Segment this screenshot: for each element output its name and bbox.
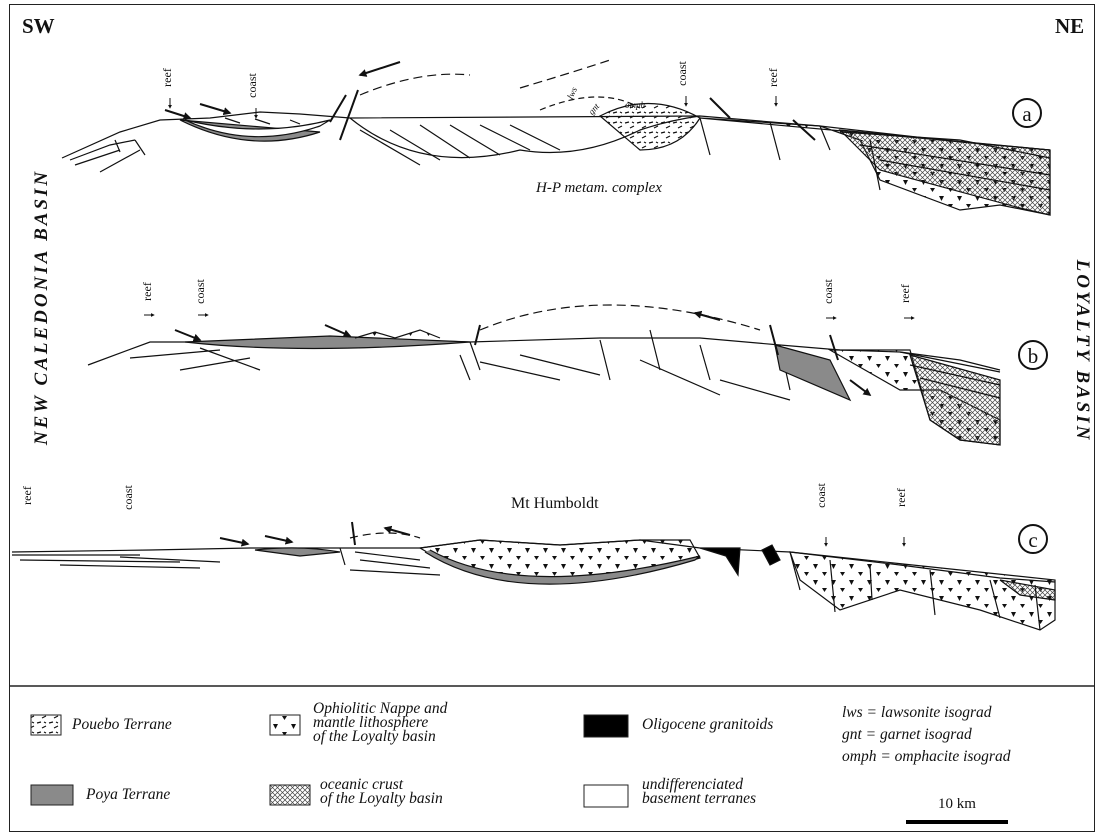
omph-label: omph — [625, 100, 645, 110]
section-a-marker: a — [1012, 98, 1042, 128]
oceanic-crust-c — [999, 579, 1056, 601]
ophiolite-swatch — [269, 714, 301, 736]
reef-right-a: reef — [765, 68, 780, 87]
coast-right-a: coast — [674, 61, 689, 86]
coast-left-b: coast — [192, 279, 207, 304]
legend-poya-label: Poya Terrane — [86, 786, 171, 803]
hp-complex-label: H-P metam. complex — [536, 180, 662, 196]
section-b-marker: b — [1018, 340, 1048, 370]
figure-frame — [9, 4, 1095, 832]
abbrev-lws: lws = lawsonite isograd — [842, 704, 992, 721]
reef-left-b: reef — [139, 282, 154, 301]
section-b — [87, 304, 1001, 446]
poya-swatch — [30, 784, 74, 806]
reef-right-b: reef — [897, 284, 912, 303]
oceanic-crust-b — [909, 354, 1001, 446]
section-c-marker: c — [1018, 524, 1048, 554]
new-caledonia-basin-label: NEW CALEDONIA BASIN — [31, 168, 52, 446]
legend-ophiolite-label: Ophiolitic Nappe and mantle lithosphere … — [313, 700, 448, 745]
reef-left-a: reef — [159, 68, 174, 87]
mt-humboldt-label: Mt Humboldt — [511, 495, 599, 512]
reef-left-c: reef — [19, 486, 34, 505]
abbrev-gnt: gnt = garnet isograd — [842, 726, 972, 743]
location-ticks — [144, 96, 915, 547]
loyalty-basin-label: LOYALTY BASIN — [1072, 259, 1093, 443]
oceanic-swatch — [269, 784, 311, 806]
ophiolite-c — [418, 539, 701, 583]
legend-granitoids-label: Oligocene granitoids — [642, 716, 774, 733]
granitoid-c-1 — [699, 547, 741, 577]
direction-ne: NE — [1055, 14, 1085, 38]
basement-swatch — [583, 784, 629, 808]
section-c — [11, 521, 1056, 631]
coast-right-b: coast — [820, 279, 835, 304]
pouebo-swatch — [30, 714, 62, 736]
legend-pouebo-label: Pouebo Terrane — [72, 716, 172, 733]
section-a — [61, 59, 1051, 216]
abbrev-omph: omph = omphacite isograd — [842, 748, 1011, 765]
pouebo-terrane-a — [598, 102, 701, 151]
coast-right-c: coast — [813, 483, 828, 508]
reef-right-c: reef — [893, 488, 908, 507]
direction-sw: SW — [22, 14, 55, 38]
coast-left-a: coast — [244, 73, 259, 98]
poya-terrane-b — [184, 335, 471, 350]
scale-label: 10 km — [938, 796, 976, 812]
coast-left-c: coast — [120, 485, 135, 510]
legend-oceanic-label: oceanic crust of the Loyalty basin — [320, 776, 443, 807]
poya-terrane-b-east — [774, 344, 852, 402]
granitoids-swatch — [583, 714, 629, 738]
granitoid-c-2 — [761, 544, 781, 566]
oceanic-crust-a — [838, 129, 1051, 216]
legend-basement-label: undifferenciated basement terranes — [642, 776, 757, 807]
poya-terrane-c — [254, 547, 341, 557]
